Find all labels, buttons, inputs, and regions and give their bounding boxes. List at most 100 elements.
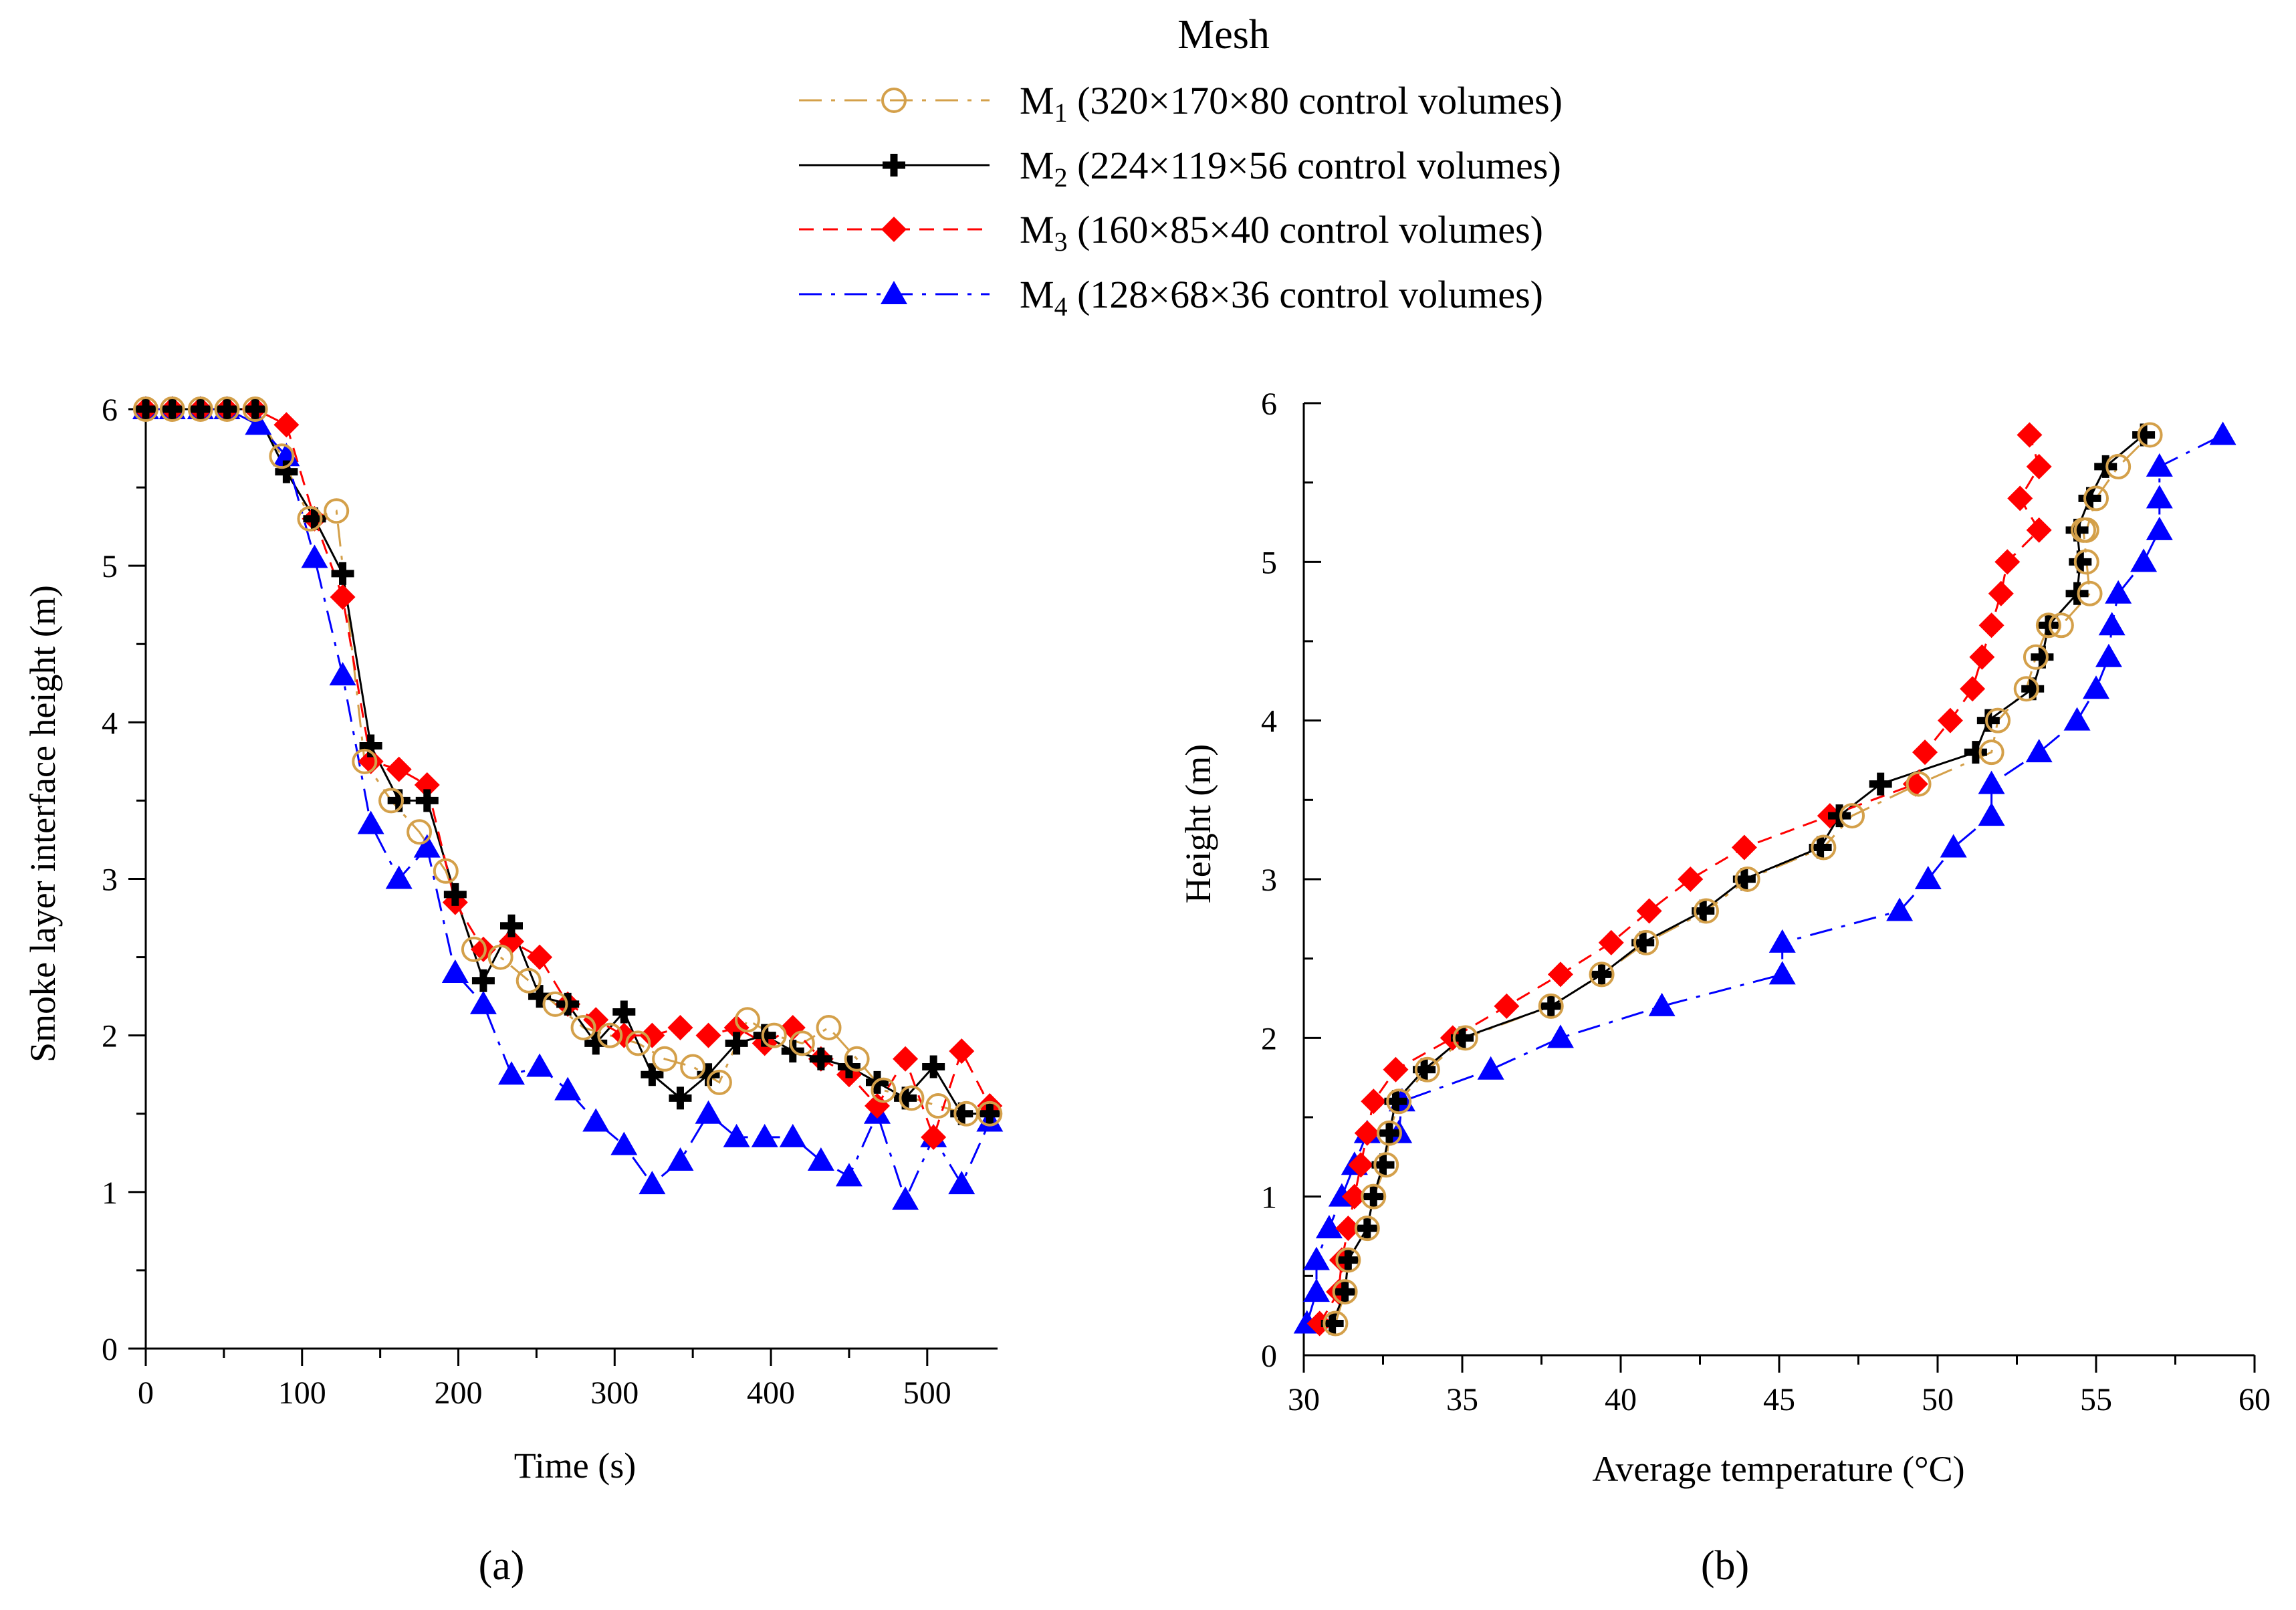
panel-a-circle-marker-m1 — [242, 396, 268, 422]
panel-b-circle-marker-m1 — [1414, 1056, 1440, 1082]
panel-b-triangle-marker-m4 — [1648, 992, 1676, 1016]
panel-a-triangle-marker-m4 — [301, 544, 328, 568]
panel-b-plus-marker-m2 — [2021, 677, 2045, 701]
panel-a-diamond-marker-m3 — [949, 1038, 975, 1064]
panel-b-label: (b) — [1701, 1543, 1749, 1589]
panel-b-circle-marker-m1 — [1633, 929, 1659, 955]
panel-a-triangle-marker-m4 — [526, 1053, 554, 1077]
panel-b-circle-marker-m1 — [1978, 739, 2004, 766]
panel-b-y-tick-label: 0 — [1261, 1339, 1277, 1374]
panel-a-triangle-marker-m4 — [441, 959, 469, 983]
panel-b-plus-marker-m2 — [2132, 423, 2156, 447]
panel-b-triangle-marker-m4 — [2209, 421, 2236, 445]
panel-b-circle-marker-m1 — [2035, 612, 2061, 639]
panel-b-plus-marker-m2 — [2069, 550, 2092, 574]
panel-a-diamond-marker-m3 — [386, 756, 412, 782]
panel-b-x-tick-label: 35 — [1446, 1382, 1478, 1417]
panel-b-y-tick-label: 4 — [1261, 704, 1277, 739]
panel-a-circle-marker-m1 — [269, 443, 295, 469]
panel-a-y-tick-label: 3 — [102, 862, 118, 898]
panel-a-triangle-marker-m4 — [695, 1100, 722, 1124]
panel-a-triangle-marker-m4 — [892, 1186, 919, 1210]
panel-a-circle-marker-m1 — [680, 1054, 706, 1080]
panel-b-circle-marker-m1 — [2137, 422, 2163, 448]
panel-a-circle-marker-m1 — [324, 498, 350, 524]
panel-a-circle-marker-m1 — [652, 1046, 678, 1072]
panel-a-plus-marker-m2 — [189, 398, 212, 421]
panel-a-triangle-marker-m4 — [245, 411, 272, 435]
panel-b-circle-marker-m1 — [1323, 1310, 1349, 1337]
panel-b-circle-marker-m1 — [1906, 771, 1932, 797]
panel-b-plus-marker-m2 — [1869, 772, 1892, 796]
panel-b-diamond-marker-m3 — [2026, 453, 2052, 479]
panel-b-diamond-marker-m3 — [1494, 993, 1520, 1019]
panel-a-series-line-m3 — [146, 408, 991, 1141]
panel-b-x-tick-label: 50 — [1922, 1382, 1954, 1417]
panel-b-diamond-marker-m3 — [1335, 1216, 1361, 1242]
panel-a-circle-marker-m1 — [570, 1014, 596, 1040]
panel-b-circle-marker-m1 — [1985, 707, 2011, 733]
panel-b-diamond-marker-m3 — [1937, 707, 1963, 733]
panel-a-plus-marker-m2 — [500, 914, 524, 937]
panel-b-diamond-marker-m3 — [1361, 1088, 1387, 1115]
panel-a-circle-marker-m1 — [925, 1093, 951, 1119]
panel-b-plus-marker-m2 — [1362, 1185, 1385, 1208]
legend-label-m1: M1 (320×170×80 control volumes) — [1020, 79, 1563, 128]
panel-b-y-tick-label: 1 — [1261, 1180, 1277, 1216]
panel-b-plus-marker-m2 — [2031, 645, 2054, 669]
panel-b-triangle-marker-m4 — [2146, 453, 2173, 477]
panel-a-circle-marker-m1 — [461, 936, 487, 962]
panel-b-circle-marker-m1 — [2083, 485, 2109, 511]
panel-b-circle-marker-m1 — [2077, 580, 2103, 606]
panel-a-y-tick-label: 4 — [102, 705, 118, 741]
panel-a-circle-marker-m1 — [407, 819, 433, 845]
panel-a-x-tick-label: 0 — [138, 1375, 154, 1411]
panel-a-y-tick-label: 2 — [102, 1019, 118, 1054]
panel-a-diamond-marker-m3 — [611, 1022, 637, 1048]
panel-b-triangle-marker-m4 — [2146, 485, 2173, 509]
panel-a-x-tick-label: 300 — [590, 1375, 639, 1411]
panel-a-circle-marker-m1 — [352, 748, 378, 774]
panel-b-plus-marker-m2 — [1964, 741, 1987, 764]
panel-a-y-tick-label: 6 — [102, 392, 118, 428]
panel-a-circle-marker-m1 — [871, 1077, 897, 1103]
legend-circle-marker-m1 — [881, 88, 907, 113]
panel-a-triangle-marker-m4 — [610, 1131, 638, 1155]
panel-b-circle-marker-m1 — [2105, 453, 2132, 479]
panel-b-circle-marker-m1 — [1335, 1247, 1361, 1273]
legend-triangle-marker-m4 — [881, 281, 907, 304]
panel-a-plus-marker-m2 — [160, 398, 184, 421]
panel-b-circle-marker-m1 — [2073, 549, 2099, 575]
panel-b-triangle-marker-m4 — [2098, 612, 2126, 636]
panel-b-x-tick-label: 60 — [2238, 1382, 2271, 1417]
panel-a-circle-marker-m1 — [297, 505, 323, 532]
panel-a-diamond-marker-m3 — [330, 584, 356, 610]
panel-a-diamond-marker-m3 — [667, 1014, 693, 1040]
panel-b-diamond-marker-m3 — [2007, 485, 2033, 511]
panel-b-plus-marker-m2 — [1355, 1217, 1379, 1240]
panel-b-triangle-marker-m4 — [1914, 866, 1942, 889]
panel-b-circle-marker-m1 — [2013, 676, 2039, 702]
panel-b-circle-marker-m1 — [1839, 803, 1865, 829]
panel-a-circle-marker-m1 — [761, 1022, 787, 1048]
panel-a-diamond-marker-m3 — [273, 412, 300, 438]
panel-a-ylabel: Smoke layer interface height (m) — [23, 585, 63, 1062]
panel-b-triangle-marker-m4 — [1768, 961, 1796, 985]
panel-b-triangle-marker-m4 — [1477, 1056, 1504, 1080]
panel-b-circle-marker-m1 — [1452, 1025, 1478, 1051]
panel-a-circle-marker-m1 — [789, 1030, 815, 1056]
panel-a-triangle-marker-m4 — [667, 1147, 694, 1171]
panel-a-circle-marker-m1 — [187, 396, 213, 422]
panel-b-series-line-m4 — [1306, 434, 2224, 1324]
panel-b-diamond-marker-m3 — [1383, 1056, 1409, 1082]
panel-b-circle-marker-m1 — [1589, 961, 1615, 988]
panel-a-xlabel: Time (s) — [514, 1446, 637, 1486]
panel-b-circle-marker-m1 — [1373, 1152, 1399, 1178]
panel-a-triangle-marker-m4 — [469, 990, 497, 1014]
panel-b-diamond-marker-m3 — [1960, 676, 1986, 702]
panel-b-circle-marker-m1 — [1332, 1279, 1358, 1305]
panel-a-circle-marker-m1 — [159, 396, 185, 422]
panel-a-triangle-marker-m4 — [723, 1123, 750, 1147]
panel-b-triangle-marker-m4 — [1302, 1246, 1330, 1270]
panel-a-plus-marker-m2 — [922, 1055, 945, 1078]
